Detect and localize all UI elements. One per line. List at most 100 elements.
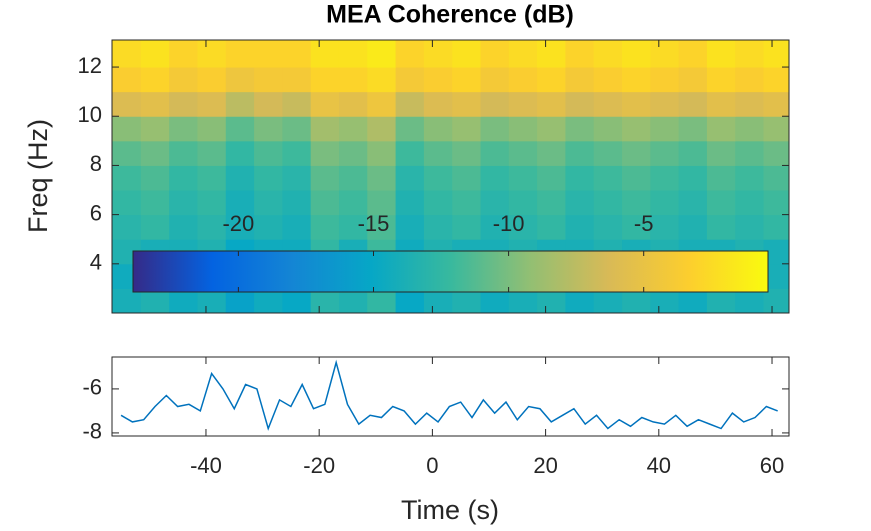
heat-cell (282, 91, 312, 117)
heat-cell (593, 116, 623, 142)
heat-cell (140, 165, 170, 191)
heat-cell (112, 91, 142, 117)
heat-cell (735, 91, 765, 117)
heat-cell (367, 190, 397, 216)
heat-cell (140, 91, 170, 117)
heat-cell (197, 288, 227, 313)
heat-cell (706, 40, 736, 68)
heat-cell (338, 116, 368, 142)
heat-cell (254, 165, 283, 191)
heat-cell (282, 67, 312, 93)
heat-cell (452, 190, 482, 216)
heat-cell (650, 288, 680, 313)
heat-cell (706, 67, 736, 93)
heat-cell (197, 165, 227, 191)
heat-cell (763, 91, 789, 117)
heat-cell (593, 40, 623, 68)
heat-cell (338, 288, 368, 313)
heat-cell (423, 40, 453, 68)
heat-cell (678, 288, 708, 313)
heat-cell (254, 288, 283, 313)
heat-cell (735, 190, 765, 216)
heat-cell (112, 140, 142, 166)
heat-cell (423, 91, 453, 117)
heat-cell (282, 288, 312, 313)
heat-cell (169, 140, 198, 166)
heat-cell (706, 190, 736, 216)
heat-cell (678, 190, 708, 216)
heat-cell (650, 40, 680, 68)
heat-cell (537, 40, 566, 68)
heat-cell (338, 190, 368, 216)
heat-cell (225, 214, 255, 240)
heat-cell (706, 214, 736, 240)
heat-cell (423, 116, 453, 142)
heat-cell (112, 190, 142, 216)
heat-cell (622, 288, 651, 313)
heat-cell (593, 140, 623, 166)
heat-cell (338, 40, 368, 68)
heat-cell (140, 116, 170, 142)
heat-cell (169, 288, 198, 313)
heat-cell (423, 214, 453, 240)
heat-cell (650, 91, 680, 117)
heat-cell (452, 288, 482, 313)
heat-cell (537, 116, 566, 142)
heat-cell (112, 165, 142, 191)
heat-cell (225, 190, 255, 216)
heat-cell (452, 140, 482, 166)
colorbar-tick-label: -20 (222, 211, 254, 236)
heat-cell (593, 190, 623, 216)
heat-cell (367, 165, 397, 191)
heat-cell (140, 190, 170, 216)
heat-cell (169, 91, 198, 117)
heat-cell (254, 40, 283, 68)
heat-cell (338, 91, 368, 117)
heat-cell (310, 140, 340, 166)
heat-cell (593, 91, 623, 117)
heat-cell (169, 116, 198, 142)
heat-cell (197, 190, 227, 216)
heat-cell (395, 165, 425, 191)
heat-cell (480, 190, 510, 216)
heat-cell (395, 190, 425, 216)
heat-cell (508, 165, 538, 191)
heat-cell (225, 40, 255, 68)
heat-cell (197, 214, 227, 240)
heat-cell (678, 165, 708, 191)
heat-cell (537, 91, 566, 117)
heat-cell (537, 165, 566, 191)
heat-cell (282, 165, 312, 191)
heat-cell (140, 140, 170, 166)
heat-cell (622, 116, 651, 142)
heat-cell (480, 67, 510, 93)
heat-cell (678, 91, 708, 117)
heat-cell (735, 40, 765, 68)
heat-cell (650, 165, 680, 191)
heat-cell (565, 190, 595, 216)
heat-cell (650, 67, 680, 93)
heat-cell (593, 165, 623, 191)
heat-cell (537, 67, 566, 93)
heat-cell (480, 214, 510, 240)
heat-cell (282, 214, 312, 240)
heat-cell (254, 140, 283, 166)
heat-cell (197, 140, 227, 166)
colorbar-tick-label: -10 (493, 211, 525, 236)
heat-cell (537, 140, 566, 166)
heat-cell (225, 165, 255, 191)
heat-cell (395, 67, 425, 93)
heat-cell (140, 40, 170, 68)
heat-cell (508, 67, 538, 93)
y-tick-label: 12 (78, 53, 102, 78)
heat-cell (112, 214, 142, 240)
heat-cell (763, 67, 789, 93)
heat-cell (452, 165, 482, 191)
heat-cell (310, 190, 340, 216)
x-tick-label: 0 (426, 453, 438, 478)
heat-cell (622, 40, 651, 68)
heat-cell (367, 116, 397, 142)
heat-cell (706, 140, 736, 166)
